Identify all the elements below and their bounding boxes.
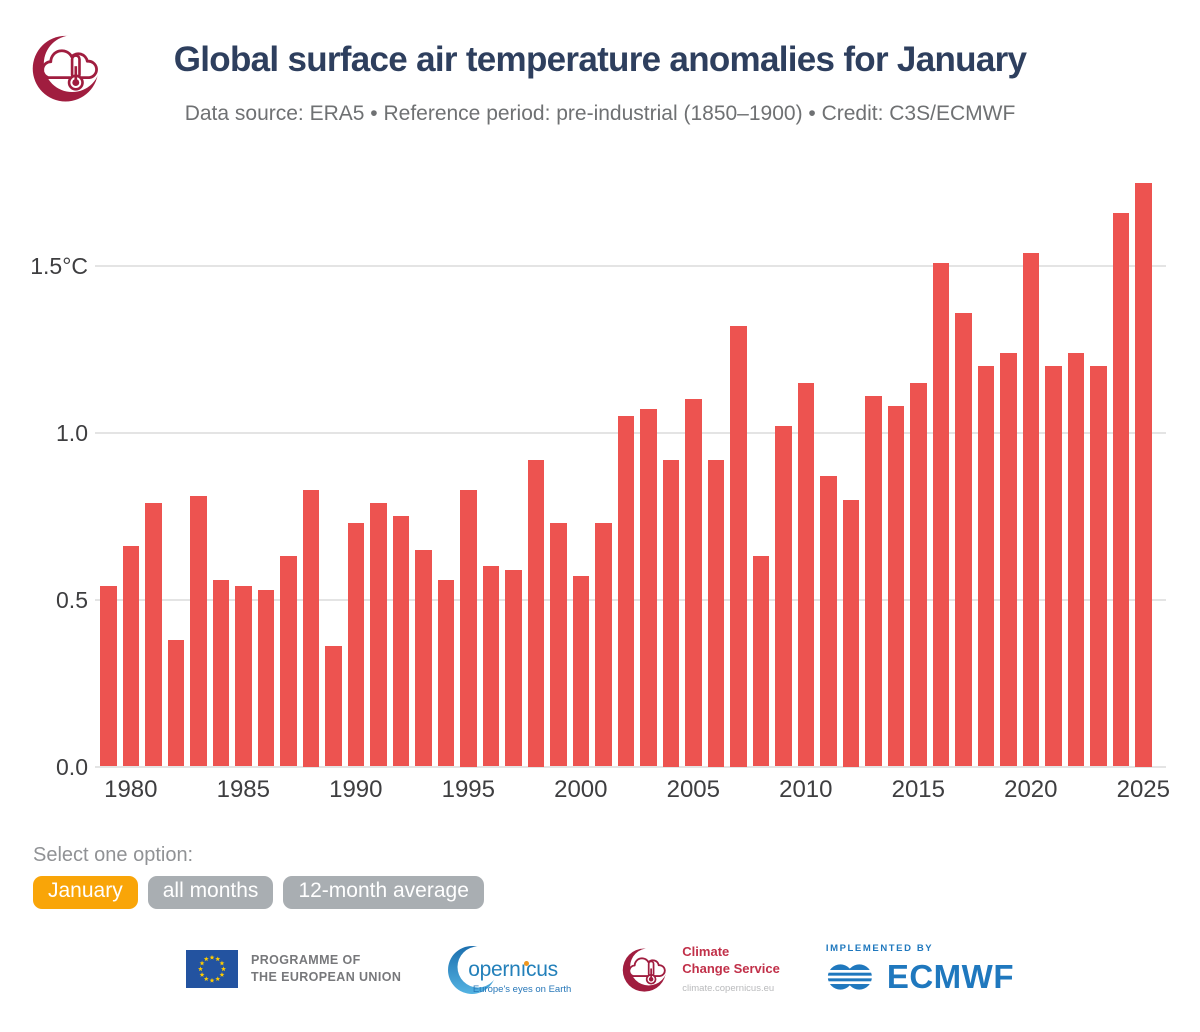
y-axis-tick-label: 1.5°C	[30, 252, 88, 279]
bar-2017[interactable]	[955, 312, 972, 767]
ecmwf-row: ECMWF	[826, 958, 1014, 996]
bar-2001[interactable]	[595, 522, 612, 767]
x-axis-tick-label: 2000	[554, 776, 608, 803]
option-january-button[interactable]: January	[33, 876, 138, 909]
chart-controls: Select one option: January all months 12…	[33, 844, 484, 909]
bar-2010[interactable]	[797, 382, 815, 767]
select-option-label: Select one option:	[33, 844, 194, 866]
bar-2009[interactable]	[775, 426, 792, 767]
ecmwf-mark-icon	[826, 960, 880, 994]
bar-2019[interactable]	[1000, 352, 1017, 767]
y-axis-tick-label: 1.0	[56, 419, 88, 446]
gridline-1.5°C	[95, 264, 1166, 267]
option-all-months-button[interactable]: all months	[147, 876, 274, 909]
bar-1982[interactable]	[167, 639, 185, 767]
y-axis-tick-label: 0.0	[56, 753, 88, 780]
x-axis-tick-label: 2005	[666, 776, 720, 803]
bar-2006[interactable]	[707, 459, 725, 767]
bar-1983[interactable]	[190, 496, 207, 767]
bar-1993[interactable]	[415, 549, 432, 767]
eu-programme-logo: PROGRAMME OF THE EUROPEAN UNION	[186, 950, 401, 988]
bar-2013[interactable]	[865, 396, 882, 767]
bar-2023[interactable]	[1090, 366, 1107, 767]
c3s-mark-icon	[619, 942, 673, 996]
bar-2025[interactable]	[1135, 182, 1152, 767]
bar-2005[interactable]	[685, 399, 702, 767]
x-axis-tick-label: 2025	[1116, 776, 1170, 803]
bar-2004[interactable]	[662, 459, 680, 767]
bar-2022[interactable]	[1067, 352, 1085, 767]
eu-flag-icon	[186, 950, 239, 988]
copernicus-tagline: Europe's eyes on Earth	[472, 984, 572, 995]
bar-2020[interactable]	[1022, 252, 1040, 767]
c3s-footer-text: Climate Change Service climate.copernicu…	[682, 944, 780, 995]
bar-2021[interactable]	[1045, 366, 1062, 767]
x-axis-tick-label: 1985	[216, 776, 270, 803]
bar-1994[interactable]	[437, 579, 455, 767]
c3s-url: climate.copernicus.eu	[682, 983, 775, 995]
bar-2011[interactable]	[820, 476, 837, 767]
bar-2012[interactable]	[842, 499, 860, 767]
bar-1988[interactable]	[302, 489, 320, 767]
ecmwf-logo: IMPLEMENTED BY ECMWF	[825, 942, 1014, 996]
bar-1996[interactable]	[482, 566, 500, 767]
page-title: Global surface air temperature anomalies…	[173, 40, 1027, 79]
page-subtitle: Data source: ERA5 • Reference period: pr…	[184, 102, 1016, 125]
bar-2008[interactable]	[752, 556, 770, 767]
copernicus-orange-dot-icon	[524, 961, 530, 966]
bar-2014[interactable]	[887, 406, 905, 767]
c3s-name-line2: Change Service	[682, 960, 780, 976]
bar-2016[interactable]	[932, 262, 950, 767]
bar-1980[interactable]	[122, 546, 140, 767]
eu-programme-line2: THE EUROPEAN UNION	[251, 970, 402, 984]
bar-1989[interactable]	[325, 646, 342, 767]
bar-2024[interactable]	[1112, 212, 1130, 767]
bar-1991[interactable]	[370, 502, 387, 767]
ecmwf-implemented-by: IMPLEMENTED BY	[825, 942, 934, 954]
eu-programme-line1: PROGRAMME OF	[251, 953, 361, 968]
x-axis-tick-label: 1990	[329, 776, 383, 803]
bar-1984[interactable]	[212, 579, 230, 767]
copernicus-logo: opernıcus Europe's eyes on Earth	[447, 938, 573, 1000]
bar-2007[interactable]	[730, 326, 747, 767]
bar-1987[interactable]	[280, 556, 297, 767]
option-12-month-average-button[interactable]: 12-month average	[283, 876, 484, 909]
gridline-0.0	[95, 765, 1166, 768]
x-axis-tick-label: 2015	[891, 776, 945, 803]
bar-1999[interactable]	[550, 522, 567, 767]
bar-1985[interactable]	[235, 586, 252, 767]
bar-1990[interactable]	[347, 522, 365, 767]
copernicus-wordmark: opernıcus	[468, 958, 558, 981]
footer-logos: PROGRAMME OF THE EUROPEAN UNION opernıcu…	[0, 928, 1200, 1010]
x-axis-tick-label: 1995	[441, 776, 495, 803]
bar-1981[interactable]	[145, 502, 162, 767]
x-axis-tick-label: 1980	[104, 776, 158, 803]
x-axis-tick-label: 2020	[1004, 776, 1058, 803]
bar-1979[interactable]	[100, 586, 117, 767]
bar-1986[interactable]	[257, 589, 275, 767]
bar-1995[interactable]	[460, 489, 477, 767]
ecmwf-wordmark: ECMWF	[886, 957, 1014, 995]
bar-1997[interactable]	[505, 569, 522, 767]
c3s-footer-logo: Climate Change Service climate.copernicu…	[619, 942, 780, 996]
bar-2003[interactable]	[640, 409, 657, 767]
bar-2018[interactable]	[977, 366, 995, 767]
y-axis-tick-label: 0.5	[56, 586, 88, 613]
option-button-group: January all months 12-month average	[33, 876, 484, 909]
copernicus-swoosh-icon	[448, 946, 499, 994]
bar-2000[interactable]	[572, 576, 590, 767]
c3s-name-line1: Climate	[682, 943, 730, 959]
eu-programme-text: PROGRAMME OF THE EUROPEAN UNION	[251, 952, 401, 986]
bar-2015[interactable]	[910, 382, 927, 767]
bar-1992[interactable]	[392, 516, 410, 767]
x-axis-tick-label: 2010	[779, 776, 833, 803]
bar-1998[interactable]	[527, 459, 545, 767]
bar-2002[interactable]	[617, 416, 635, 767]
